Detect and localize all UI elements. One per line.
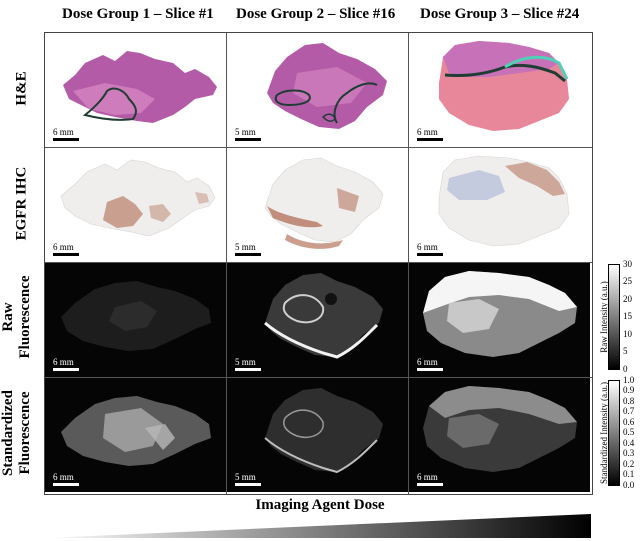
- egfr-ihc-image-dose-group-2: 5 mm: [227, 148, 408, 262]
- egfr-ihc-image-dose-group-3: 6 mm: [409, 148, 590, 262]
- scale-bar: 6 mm: [53, 127, 79, 141]
- scale-bar: 5 mm: [235, 357, 261, 371]
- std-tick-0-3: 0.3: [623, 448, 635, 458]
- std-tick-0-9: 0.9: [623, 385, 635, 395]
- egfr-ihc-image-dose-group-1: 6 mm: [45, 148, 226, 262]
- tumor-annotation-outline: [274, 89, 311, 107]
- raw-intensity-gradient: [608, 264, 620, 370]
- imaging-agent-dose-label: Imaging Agent Dose: [255, 497, 385, 513]
- ihc-tissue-section: [264, 157, 384, 243]
- raw-tick-5: 5: [623, 346, 628, 356]
- scale-bar: 6 mm: [417, 472, 443, 486]
- scale-bar: 5 mm: [235, 242, 261, 256]
- std-tick-0-4: 0.4: [623, 438, 635, 448]
- ihc-tissue-section: [60, 159, 216, 237]
- scale-bar: 6 mm: [53, 242, 79, 256]
- raw-tick-30: 30: [623, 259, 632, 269]
- std-tick-0-0: 0.0: [623, 480, 635, 490]
- tumor-annotation-outline: [82, 87, 137, 121]
- fluorescence-tissue-region: [265, 273, 383, 357]
- row-label-he: H&E: [13, 71, 30, 106]
- column-title-dose-group-1: Dose Group 1 – Slice #1: [62, 6, 214, 22]
- scale-bar: 5 mm: [235, 127, 261, 141]
- standardized-fluorescence-image-dose-group-2: 5 mm: [227, 378, 408, 492]
- std-tick-0-1: 0.1: [623, 469, 635, 479]
- standardized-fluorescence-image-dose-group-1: 6 mm: [45, 378, 226, 492]
- he-image-dose-group-2: 5 mm: [227, 33, 408, 147]
- raw-tick-10: 10: [623, 329, 632, 339]
- scale-bar: 5 mm: [235, 472, 261, 486]
- row-label-raw-fluorescence: Raw Fluorescence: [0, 275, 33, 359]
- image-grid: 6 mm 5 mm 6 mm 6 mm: [44, 32, 593, 495]
- column-title-dose-group-2: Dose Group 2 – Slice #16: [236, 6, 396, 22]
- dose-gradient-wedge: [44, 514, 591, 538]
- std-tick-0-8: 0.8: [623, 396, 635, 406]
- he-image-dose-group-3: 6 mm: [409, 33, 590, 147]
- standardized-fluorescence-image-dose-group-3: 6 mm: [409, 378, 590, 492]
- ihc-tissue-section: [438, 155, 570, 247]
- he-image-dose-group-1: 6 mm: [45, 33, 226, 147]
- scale-bar: 6 mm: [53, 357, 79, 371]
- standardized-intensity-gradient: [608, 380, 620, 486]
- raw-intensity-colorbar: 30 25 20 15 10 5 0 Raw Intensity (a.u.): [596, 259, 640, 374]
- scale-bar: 6 mm: [53, 472, 79, 486]
- fluorescence-tissue-region: [265, 388, 383, 472]
- std-tick-1-0: 1.0: [623, 375, 635, 385]
- raw-fluorescence-image-dose-group-3: 6 mm: [409, 263, 590, 377]
- raw-fluorescence-image-dose-group-2: 5 mm: [227, 263, 408, 377]
- raw-intensity-title: Raw Intensity (a.u.): [599, 281, 609, 353]
- raw-fluorescence-image-dose-group-1: 6 mm: [45, 263, 226, 377]
- scale-bar: 6 mm: [417, 357, 443, 371]
- row-label-egfr-ihc: EGFR IHC: [13, 166, 30, 241]
- raw-tick-15: 15: [623, 311, 632, 321]
- std-tick-0-5: 0.5: [623, 427, 635, 437]
- raw-tick-0: 0: [623, 364, 628, 374]
- scale-bar: 6 mm: [417, 242, 443, 256]
- raw-tick-25: 25: [623, 276, 632, 286]
- scale-bar: 6 mm: [417, 127, 443, 141]
- row-label-standardized-fluorescence: Standardized Fluorescence: [0, 390, 33, 476]
- std-tick-0-6: 0.6: [623, 417, 635, 427]
- column-title-dose-group-3: Dose Group 3 – Slice #24: [420, 6, 580, 22]
- standardized-intensity-title: Standardized Intensity (a.u.): [599, 382, 609, 484]
- raw-tick-20: 20: [623, 294, 632, 304]
- std-tick-0-2: 0.2: [623, 459, 635, 469]
- std-tick-0-7: 0.7: [623, 406, 635, 416]
- standardized-intensity-colorbar: 1.0 0.9 0.8 0.7 0.6 0.5 0.4 0.3 0.2 0.1 …: [596, 375, 640, 490]
